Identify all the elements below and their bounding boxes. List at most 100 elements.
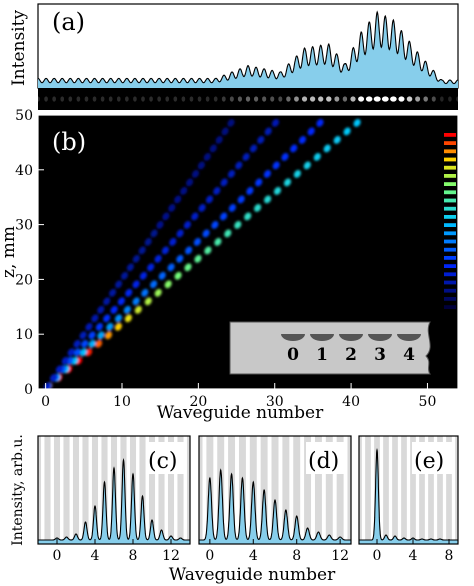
panel-b-heat-spot: [213, 187, 221, 195]
panel-b-ytick-label: 0: [24, 382, 33, 398]
panel-b-label: (b): [52, 128, 86, 156]
panel-a-strip-spot: [286, 96, 291, 102]
inset-waveguide-label: 4: [403, 345, 415, 365]
panel-b-heat-spot: [110, 305, 118, 314]
inset-slab: [229, 321, 431, 375]
panel-d-label-bg: [306, 442, 346, 474]
panel-b-heat-spot: [158, 271, 166, 280]
xtick-label: 8: [445, 548, 454, 564]
panel-a-strip-spot: [116, 96, 121, 102]
panel-a-strip-spot: [278, 96, 283, 102]
waveguide-stripe: [383, 436, 389, 544]
panel-b-heat-spot: [254, 204, 262, 212]
panel-b-heat-spot: [333, 136, 341, 144]
panel-a-strip-spot: [197, 96, 202, 102]
waveguide-stripe: [167, 436, 175, 544]
panel-b-heat-spot: [125, 288, 133, 297]
panel-b-heat-spot: [221, 127, 229, 136]
inset-waveguide-core: [310, 334, 334, 341]
panel-a-strip-spot: [448, 96, 452, 102]
panel-b-heat-spot: [249, 144, 258, 153]
panel-a-strip-spots: [36, 96, 460, 102]
panel-a-strip-spot: [141, 96, 145, 102]
panel-b-heat-spot: [126, 263, 134, 272]
waveguide-stripe: [437, 436, 443, 544]
xtick-label: 0: [53, 548, 62, 564]
inset-waveguide-core: [339, 334, 363, 341]
panel-b-heat-spot: [307, 127, 315, 136]
waveguide-stripe: [38, 436, 42, 544]
panel-e-plot: [359, 436, 458, 544]
panel-b-heat-spot: [174, 271, 182, 280]
panel-b-heat-spot: [323, 144, 331, 153]
colorbar-segment: [444, 231, 456, 236]
panel-b-heat-spot: [227, 119, 235, 127]
xtick-label: 0: [205, 548, 214, 564]
panel-c-plot: [38, 436, 190, 544]
inset-waveguide-core: [368, 334, 392, 341]
panel-b-heat-spot: [73, 348, 81, 357]
panel-b-heat-spot: [109, 288, 117, 297]
colorbar-segment: [444, 223, 456, 227]
panel-a-strip-spot: [440, 96, 444, 102]
panel-b-heat-spot: [273, 187, 282, 195]
panel-b-xtick-label: 10: [113, 394, 131, 410]
panel-b-heat-spot: [220, 212, 228, 221]
panel-a-strip-spot: [415, 96, 421, 102]
waveguide-stripe: [282, 436, 290, 544]
panel-c-label: (c): [148, 449, 178, 474]
panel-b-heat-spot: [224, 229, 232, 238]
panel-b-heat-spot: [168, 204, 176, 212]
panel-b-heat-spot: [141, 288, 149, 297]
panel-b-ytick-label: 30: [15, 218, 33, 234]
panel-a-strip-spot: [270, 96, 275, 102]
panel-b-heat-spot: [191, 212, 199, 221]
panel-a-strip-spot: [309, 96, 316, 102]
waveguide-stripe: [139, 436, 146, 544]
panel-b-heat-spot: [194, 254, 202, 263]
panel-a-strip-spot: [173, 96, 178, 102]
panel-a-strip-spot: [221, 96, 226, 102]
inset-waveguide-label: 2: [345, 345, 357, 365]
panel-b-frame: [37, 114, 459, 390]
panel-b-heat-spot: [156, 221, 164, 229]
panel-b-heat-spot: [198, 204, 206, 212]
panel-a-strip-spot: [365, 96, 373, 102]
panel-e: 0 4 8 (e): [358, 435, 459, 564]
panel-a-strip-spot: [262, 96, 267, 102]
panel-b-heat-spot: [61, 356, 69, 365]
panel-a-strip-spot: [423, 96, 428, 102]
xtick-label: 0: [373, 548, 382, 564]
panel-b-heat-spot: [88, 331, 96, 340]
panel-a-strip-spot: [125, 96, 129, 102]
panel-b-heat-spot: [293, 170, 301, 178]
panel-b-heat-spot: [114, 322, 122, 331]
colorbar-segment: [444, 288, 456, 293]
waveguide-stripe: [186, 436, 190, 544]
waveguide-stripe: [325, 436, 333, 544]
panel-b-xlabel: Waveguide number: [157, 403, 324, 423]
panel-b-heat-spot: [139, 271, 147, 280]
xtick-label: 12: [331, 548, 349, 564]
panel-a-strip-spot: [326, 96, 332, 102]
waveguide-stripe: [91, 436, 99, 544]
panel-a-strip-spot: [245, 96, 251, 102]
panel-b-heat-spot: [204, 246, 212, 255]
waveguide-stripe: [63, 436, 70, 544]
panel-b-heat-spot: [272, 161, 280, 170]
colorbar-segment: [444, 256, 456, 260]
panel-c-ticks: 0 4 8 12: [53, 539, 180, 564]
panel-a-strip-spot: [237, 96, 243, 102]
panel-b-heat-spot: [117, 297, 125, 306]
panel-b-ytick-label: 40: [15, 163, 33, 179]
panel-b-xtick-label: 0: [41, 394, 50, 410]
panel-a-strip-spot: [149, 96, 153, 102]
panel-b-heat-spot: [214, 238, 222, 246]
panel-b-heat-spot: [176, 254, 184, 263]
panel-a-strip-spot: [189, 96, 194, 102]
panel-b-heat-spot: [183, 221, 191, 229]
colorbar-segment: [444, 165, 456, 170]
